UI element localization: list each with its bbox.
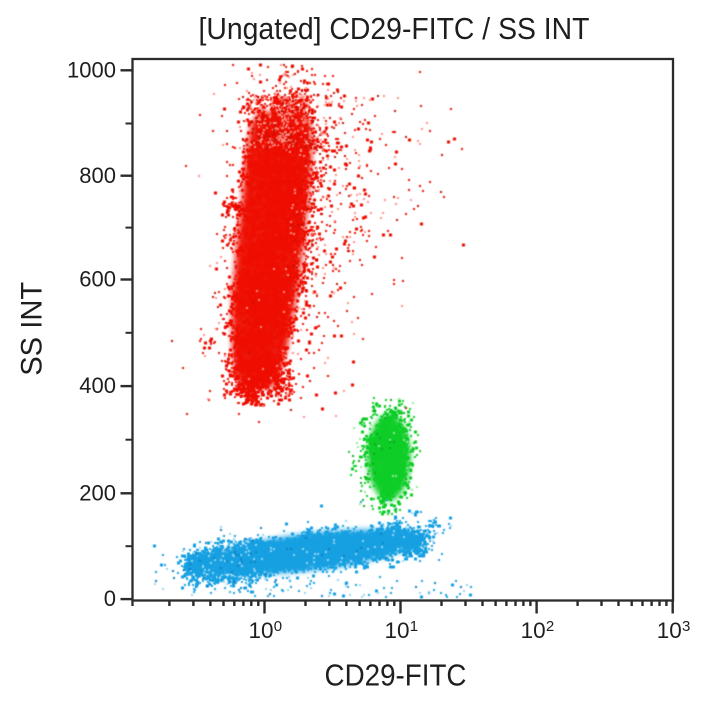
svg-text:600: 600 (79, 267, 116, 292)
svg-text:10: 10 (385, 618, 410, 643)
svg-text:10: 10 (657, 618, 682, 643)
svg-text:10: 10 (249, 618, 274, 643)
svg-text:1000: 1000 (67, 57, 116, 82)
svg-text:CD29-FITC: CD29-FITC (325, 658, 467, 693)
svg-text:1: 1 (410, 618, 418, 635)
svg-text:800: 800 (79, 163, 116, 188)
svg-text:2: 2 (546, 618, 554, 635)
svg-text:[Ungated] CD29-FITC / SS INT: [Ungated] CD29-FITC / SS INT (199, 11, 590, 46)
svg-text:400: 400 (79, 373, 116, 398)
svg-text:200: 200 (79, 480, 116, 505)
svg-text:3: 3 (682, 618, 690, 635)
svg-text:0: 0 (274, 618, 282, 635)
svg-text:SS INT: SS INT (15, 282, 48, 376)
svg-text:10: 10 (521, 618, 546, 643)
svg-text:0: 0 (104, 586, 116, 611)
